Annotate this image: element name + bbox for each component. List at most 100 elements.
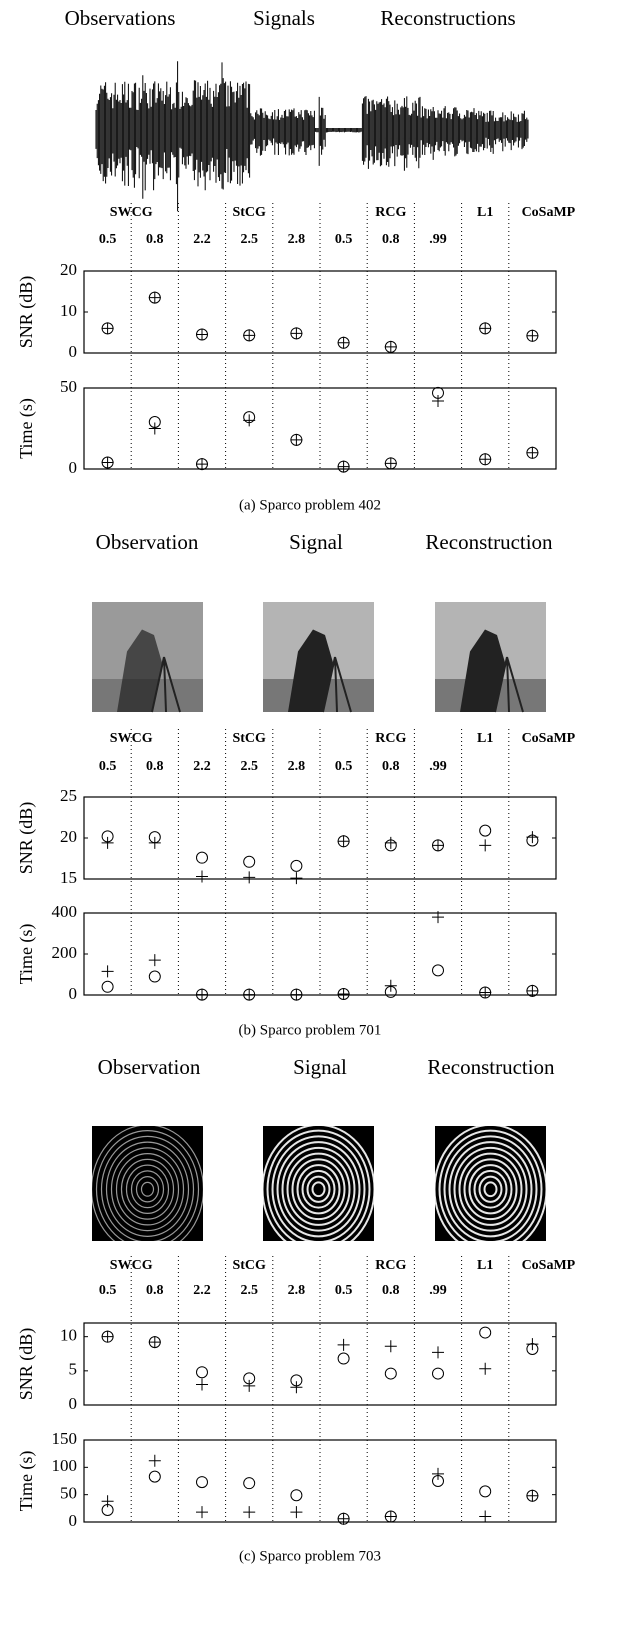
plus-marker xyxy=(243,1506,256,1519)
parameter-label: 0.8 xyxy=(382,232,400,247)
plus-marker xyxy=(196,1506,208,1519)
plus-marker xyxy=(101,1495,114,1508)
caption: (b) Sparco problem 701 xyxy=(239,1022,382,1038)
image-title: Signal xyxy=(289,530,343,554)
image-title: Signals xyxy=(253,6,315,30)
fingerprint-ridge xyxy=(261,1123,376,1255)
photo-figure xyxy=(288,629,333,712)
image-title: Observation xyxy=(98,1055,201,1079)
plus-marker xyxy=(479,322,492,335)
y-tick-label: 15 xyxy=(60,868,77,887)
y-tick-label: 25 xyxy=(60,786,77,805)
method-label: CoSaMP xyxy=(522,1258,576,1273)
y-axis-label: Time (s) xyxy=(16,398,37,459)
method-label: RCG xyxy=(375,1258,406,1273)
circle-marker xyxy=(479,1485,492,1498)
method-label: CoSaMP xyxy=(522,205,576,220)
plus-marker xyxy=(337,1512,350,1525)
plus-marker xyxy=(290,433,303,446)
y-tick-label: 10 xyxy=(60,1326,77,1345)
y-tick-label: 50 xyxy=(60,1484,77,1503)
y-axis-label: Time (s) xyxy=(16,924,37,985)
fingerprint-ridge xyxy=(483,1181,498,1198)
plot-frame xyxy=(83,1322,557,1406)
y-tick-label: 400 xyxy=(52,902,78,921)
y-tick-label: 0 xyxy=(69,1511,78,1530)
plus-marker xyxy=(384,1510,397,1523)
method-label: CoSaMP xyxy=(522,731,576,746)
fingerprint-ridge xyxy=(115,1152,180,1226)
fingerprint-ridge xyxy=(266,1129,371,1249)
y-axis-label: SNR (dB) xyxy=(16,802,37,875)
fingerprint-ridge xyxy=(311,1181,326,1198)
plus-marker xyxy=(432,839,444,852)
plus-marker xyxy=(196,328,208,341)
fingerprint-ridge xyxy=(433,1123,548,1255)
y-axis-label: SNR (dB) xyxy=(16,276,37,349)
plus-marker xyxy=(526,1489,539,1502)
parameter-label: 0.8 xyxy=(146,1283,164,1298)
plus-marker xyxy=(384,1340,397,1353)
circle-marker xyxy=(479,824,492,837)
plus-marker xyxy=(479,453,492,466)
parameter-label: 2.8 xyxy=(288,759,306,774)
fingerprint-ridge xyxy=(463,1158,518,1221)
image-title: Reconstructions xyxy=(380,6,515,30)
method-label: StCG xyxy=(232,731,266,746)
method-label: RCG xyxy=(375,205,406,220)
fingerprint-ridge xyxy=(443,1135,538,1244)
fingerprint-ridge xyxy=(453,1146,528,1232)
plus-marker xyxy=(432,394,444,407)
parameter-label: 0.5 xyxy=(99,232,117,247)
parameter-label: 0.5 xyxy=(99,759,117,774)
method-label: RCG xyxy=(375,731,406,746)
method-label: SWCG xyxy=(110,731,153,746)
parameter-label: 0.5 xyxy=(335,1283,353,1298)
y-axis-label: SNR (dB) xyxy=(16,1328,37,1401)
fingerprint-ridge xyxy=(473,1169,508,1209)
plus-marker xyxy=(148,422,161,435)
plus-marker xyxy=(337,460,350,473)
y-tick-label: 20 xyxy=(60,260,77,279)
y-tick-label: 5 xyxy=(69,1360,78,1379)
circle-marker xyxy=(290,1489,303,1502)
fingerprint-ridge xyxy=(95,1129,200,1249)
fingerprint-ridge xyxy=(468,1164,513,1215)
waveform-image xyxy=(95,61,529,212)
circle-marker xyxy=(243,855,256,868)
circle-marker xyxy=(479,1326,492,1339)
circle-marker xyxy=(290,859,303,872)
method-label: SWCG xyxy=(110,205,153,220)
fingerprint-ridge xyxy=(448,1141,533,1238)
parameter-label: .99 xyxy=(429,759,447,774)
plus-marker xyxy=(196,458,208,471)
circle-marker xyxy=(101,980,114,993)
plus-marker xyxy=(384,836,397,849)
circle-marker xyxy=(148,970,161,983)
fingerprint-ridge xyxy=(306,1175,331,1203)
parameter-label: 0.8 xyxy=(146,759,164,774)
parameter-label: 2.2 xyxy=(193,232,211,247)
y-tick-label: 50 xyxy=(60,377,77,396)
parameter-label: .99 xyxy=(429,1283,447,1298)
plus-marker xyxy=(337,336,350,349)
plus-marker xyxy=(243,414,256,427)
plus-marker xyxy=(101,836,114,849)
fingerprint-ridge xyxy=(140,1181,155,1197)
circle-marker xyxy=(196,851,208,864)
plus-marker xyxy=(479,839,492,852)
y-tick-label: 200 xyxy=(52,943,78,962)
fingerprint-ridge xyxy=(458,1152,523,1226)
plus-marker xyxy=(290,988,303,1001)
plus-marker xyxy=(479,986,492,999)
plus-marker xyxy=(101,965,114,978)
fingerprint-ridge xyxy=(296,1164,341,1215)
fingerprint-ridge xyxy=(276,1141,361,1238)
image-title: Observation xyxy=(96,530,199,554)
plus-marker xyxy=(196,1378,208,1391)
image-title: Reconstruction xyxy=(427,1055,555,1079)
photo-tripod xyxy=(322,656,352,713)
plus-marker xyxy=(337,835,350,848)
